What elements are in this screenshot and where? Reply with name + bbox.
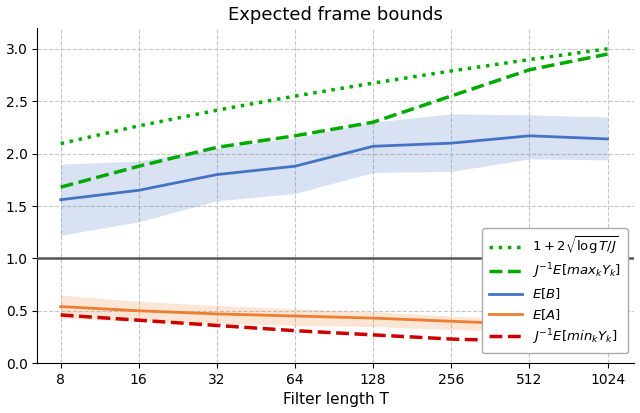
$E[A]$ [604,323,611,328]
$E[B]$ [369,144,377,149]
$E[B]$ [447,141,455,146]
$E[B]$ [135,188,143,193]
$J^{-1}E[\mathit{min}_k Y_k]$ [291,328,299,333]
$J^{-1}E[\mathit{min}_k Y_k]$ [213,323,221,328]
$J^{-1}E[\mathit{max}_k Y_k]$ [369,120,377,125]
$J^{-1}E[\mathit{min}_k Y_k]$ [135,318,143,323]
$1 + 2\sqrt{\log T/J}$ [291,94,299,99]
$E[B]$ [57,197,65,202]
$J^{-1}E[\mathit{max}_k Y_k]$ [447,93,455,98]
$J^{-1}E[\mathit{min}_k Y_k]$ [525,339,533,344]
$J^{-1}E[\mathit{min}_k Y_k]$ [57,313,65,318]
$E[A]$ [525,322,533,327]
$J^{-1}E[\mathit{min}_k Y_k]$ [604,340,611,345]
$E[B]$ [604,136,611,141]
$1 + 2\sqrt{\log T/J}$ [369,81,377,85]
$E[A]$ [213,311,221,316]
$J^{-1}E[\mathit{max}_k Y_k]$ [291,133,299,138]
Line: $1 + 2\sqrt{\log T/J}$: $1 + 2\sqrt{\log T/J}$ [61,49,607,144]
$1 + 2\sqrt{\log T/J}$ [604,46,611,51]
$J^{-1}E[\mathit{max}_k Y_k]$ [525,67,533,72]
Legend: $1 + 2\sqrt{\log T/J}$, $J^{-1}E[\mathit{max}_k Y_k]$, $E[B]$, $E[A]$, $J^{-1}E[: $1 + 2\sqrt{\log T/J}$, $J^{-1}E[\mathit… [482,228,628,353]
$J^{-1}E[\mathit{min}_k Y_k]$ [447,337,455,342]
$E[A]$ [369,316,377,320]
$J^{-1}E[\mathit{max}_k Y_k]$ [57,185,65,190]
$J^{-1}E[\mathit{max}_k Y_k]$ [213,145,221,150]
$1 + 2\sqrt{\log T/J}$ [135,123,143,128]
$1 + 2\sqrt{\log T/J}$ [213,108,221,113]
$1 + 2\sqrt{\log T/J}$ [525,57,533,62]
$E[A]$ [447,319,455,324]
$J^{-1}E[\mathit{max}_k Y_k]$ [604,52,611,57]
X-axis label: Filter length T: Filter length T [283,392,388,408]
$E[B]$ [291,164,299,169]
Line: $J^{-1}E[\mathit{max}_k Y_k]$: $J^{-1}E[\mathit{max}_k Y_k]$ [61,54,607,187]
$J^{-1}E[\mathit{min}_k Y_k]$ [369,332,377,337]
Title: Expected frame bounds: Expected frame bounds [228,5,444,24]
$E[B]$ [525,133,533,138]
Line: $E[A]$: $E[A]$ [61,306,607,325]
$E[B]$ [213,172,221,177]
$E[A]$ [135,308,143,313]
$1 + 2\sqrt{\log T/J}$ [447,69,455,74]
$E[A]$ [291,313,299,318]
Line: $E[B]$: $E[B]$ [61,136,607,200]
$1 + 2\sqrt{\log T/J}$ [57,141,65,146]
$E[A]$ [57,304,65,309]
$J^{-1}E[\mathit{max}_k Y_k]$ [135,164,143,169]
Line: $J^{-1}E[\mathit{min}_k Y_k]$: $J^{-1}E[\mathit{min}_k Y_k]$ [61,315,607,342]
